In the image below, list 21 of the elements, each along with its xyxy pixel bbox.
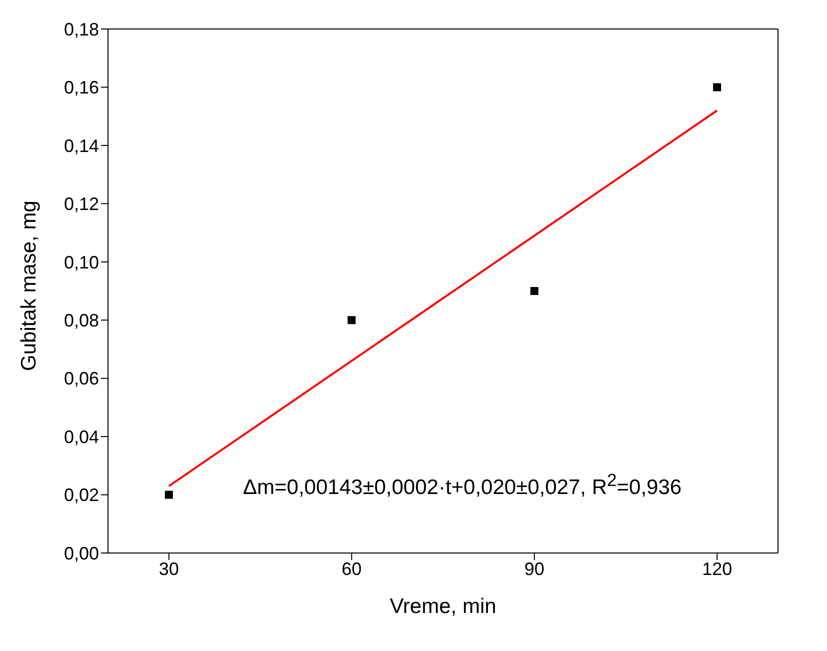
x-tick-label: 90 — [524, 558, 544, 579]
y-tick-label: 0,14 — [64, 136, 99, 156]
y-tick-label: 0,18 — [64, 19, 99, 40]
x-tick-label: 120 — [702, 558, 732, 579]
x-tick-label: 30 — [158, 558, 179, 579]
y-tick-label: 0,00 — [64, 543, 99, 564]
y-axis-title: Gubitak mase, mg — [17, 200, 40, 371]
x-axis-title: Vreme, min — [390, 595, 496, 618]
y-tick-label: 0,16 — [64, 78, 99, 98]
y-tick-label: 0,04 — [64, 426, 99, 447]
y-tick-label: 0,06 — [64, 368, 99, 389]
point — [348, 316, 356, 324]
x-tick-label: 60 — [342, 558, 362, 579]
y-tick-label: 0,02 — [64, 485, 99, 506]
point — [530, 287, 538, 295]
point — [713, 83, 722, 92]
annotation: Δm=0,00143±0,0002·t+0,020±0,027, R$^{2}$=0,936 — [243, 470, 682, 499]
point — [164, 490, 173, 499]
y-tick-label: 0,08 — [64, 310, 99, 330]
y-tick-label: 0,10 — [64, 252, 99, 272]
y-tick-label: 0,12 — [64, 194, 99, 214]
